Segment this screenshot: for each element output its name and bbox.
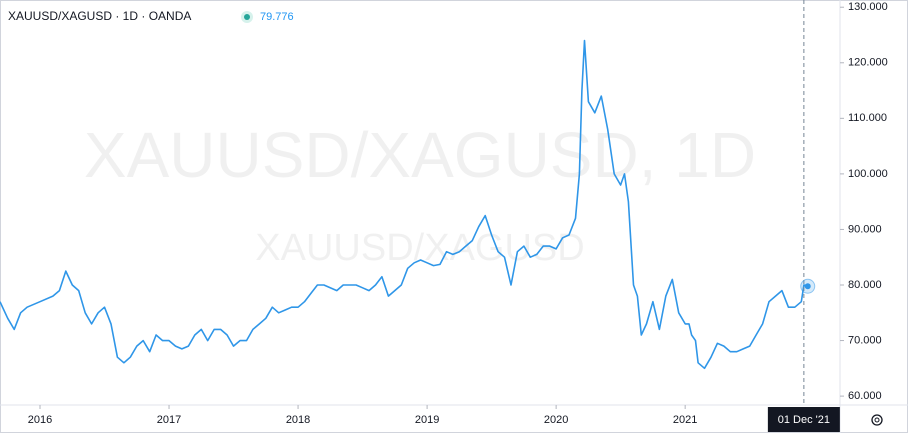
crosshair-label-text: 01 Dec '21 bbox=[778, 414, 830, 426]
y-tick-label: 70.000 bbox=[848, 334, 882, 346]
y-tick-label: 80.000 bbox=[848, 279, 882, 291]
gear[interactable] bbox=[871, 414, 883, 426]
settings-icon[interactable] bbox=[871, 414, 883, 426]
status-dot bbox=[244, 14, 250, 20]
chart-title: XAUUSD/XAGUSD · 1D · OANDA bbox=[8, 9, 191, 23]
watermark-symbol: XAUUSD/XAGUSD bbox=[255, 227, 584, 269]
crosshair-label: 01 Dec '21 bbox=[767, 407, 840, 432]
y-tick-label: 100.000 bbox=[848, 168, 888, 180]
price-line bbox=[0, 39, 808, 370]
y-tick-label: 120.000 bbox=[848, 57, 888, 69]
last-point bbox=[804, 283, 811, 290]
gear-center[interactable] bbox=[874, 417, 880, 423]
y-tick-label: 60.000 bbox=[848, 390, 882, 402]
x-tick-label: 2020 bbox=[544, 414, 568, 426]
legend-value: 79.776 bbox=[260, 11, 294, 23]
x-tick-label: 2017 bbox=[157, 414, 181, 426]
watermark: XAUUSD/XAGUSD, 1D bbox=[84, 119, 756, 191]
crosshair-label-bg bbox=[767, 407, 840, 432]
x-tick-label: 2019 bbox=[415, 414, 439, 426]
x-tick-label: 2016 bbox=[28, 414, 52, 426]
y-tick-label: 90.000 bbox=[848, 223, 882, 235]
y-tick-label: 130.000 bbox=[848, 1, 888, 13]
x-tick-label: 2021 bbox=[673, 414, 697, 426]
x-tick-label: 2018 bbox=[286, 414, 310, 426]
y-tick-label: 110.000 bbox=[848, 112, 887, 124]
